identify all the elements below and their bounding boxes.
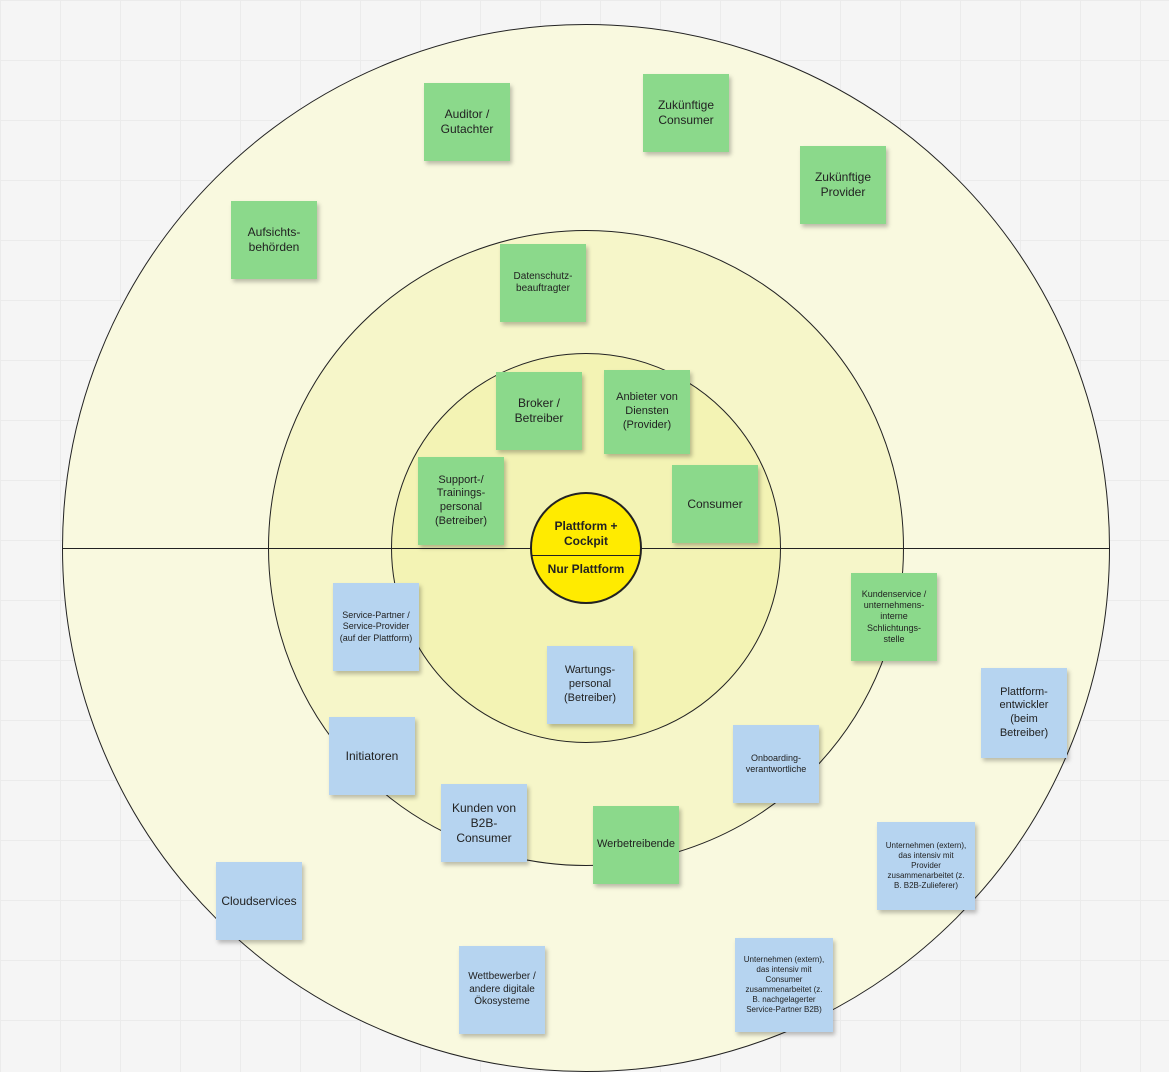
note-wettbewerber[interactable]: Wettbewerber / andere digitale Ökosystem… bbox=[459, 946, 545, 1034]
core-bottom-label: Nur Plattform bbox=[544, 556, 629, 583]
note-aufsichtsbehoerden[interactable]: Aufsichts-behörden bbox=[231, 201, 317, 279]
note-kundenservice-schlichtung[interactable]: Kundenservice / unternehmens-interne Sch… bbox=[851, 573, 937, 661]
core-circle: Plattform + Cockpit Nur Plattform bbox=[530, 492, 642, 604]
note-plattformentwickler[interactable]: Plattform-entwickler (beim Betreiber) bbox=[981, 668, 1067, 758]
note-consumer[interactable]: Consumer bbox=[672, 465, 758, 543]
note-auditor-gutachter[interactable]: Auditor / Gutachter bbox=[424, 83, 510, 161]
note-wartungspersonal[interactable]: Wartungs-personal (Betreiber) bbox=[547, 646, 633, 724]
core-top-label: Plattform + Cockpit bbox=[532, 513, 640, 555]
note-datenschutzbeauftragter[interactable]: Datenschutz-beauftragter bbox=[500, 244, 586, 322]
note-onboarding[interactable]: Onboarding-verantwortliche bbox=[733, 725, 819, 803]
note-werbetreibende[interactable]: Werbetreibende bbox=[593, 806, 679, 884]
note-ext-unternehmen-consumer[interactable]: Unternehmen (extern), das intensiv mit C… bbox=[735, 938, 833, 1032]
note-kunden-b2b-consumer[interactable]: Kunden von B2B-Consumer bbox=[441, 784, 527, 862]
stakeholder-onion-diagram: Plattform + Cockpit Nur Plattform Audito… bbox=[0, 0, 1169, 1072]
note-anbieter-provider[interactable]: Anbieter von Diensten (Provider) bbox=[604, 370, 690, 454]
note-cloudservices[interactable]: Cloudservices bbox=[216, 862, 302, 940]
note-zukuenftige-consumer[interactable]: Zukünftige Consumer bbox=[643, 74, 729, 152]
note-support-trainings[interactable]: Support-/ Trainings-personal (Betreiber) bbox=[418, 457, 504, 545]
note-zukuenftige-provider[interactable]: Zukünftige Provider bbox=[800, 146, 886, 224]
note-initiatoren[interactable]: Initiatoren bbox=[329, 717, 415, 795]
note-ext-unternehmen-provider[interactable]: Unternehmen (extern), das intensiv mit P… bbox=[877, 822, 975, 910]
note-broker-betreiber[interactable]: Broker / Betreiber bbox=[496, 372, 582, 450]
note-service-partner[interactable]: Service-Partner / Service-Provider (auf … bbox=[333, 583, 419, 671]
